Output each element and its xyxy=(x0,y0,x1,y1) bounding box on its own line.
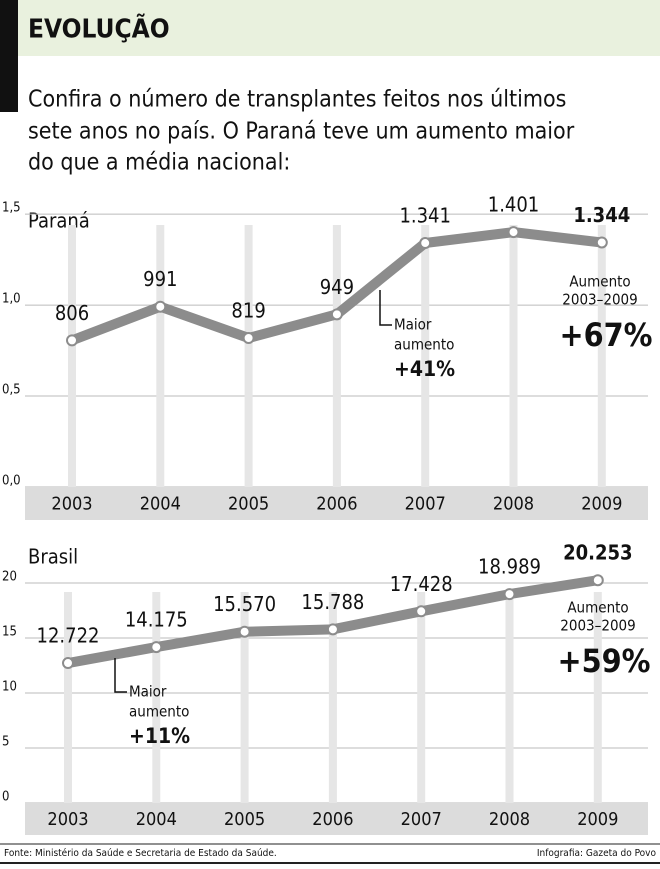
y-tick-label: 0,0 xyxy=(2,474,21,489)
point xyxy=(507,226,520,239)
x-tick-label: 2007 xyxy=(405,494,446,515)
column xyxy=(152,592,161,803)
x-tick-label: 2005 xyxy=(224,809,265,830)
column xyxy=(593,592,602,803)
point xyxy=(326,623,339,636)
x-tick-label: 2008 xyxy=(489,809,530,830)
x-axis-band xyxy=(25,487,648,520)
x-tick-label: 2006 xyxy=(316,494,357,515)
column xyxy=(240,592,249,803)
annotation-highlight: +67% xyxy=(559,316,652,354)
x-tick-label: 2003 xyxy=(51,494,92,515)
y-tick-label: 0,5 xyxy=(2,383,21,398)
point xyxy=(238,625,251,638)
column xyxy=(505,592,514,803)
point xyxy=(595,236,608,249)
x-tick-label: 2006 xyxy=(312,809,353,830)
y-tick-label: 0 xyxy=(2,790,9,805)
column xyxy=(64,592,72,803)
point xyxy=(154,300,167,313)
x-axis-band xyxy=(25,803,648,835)
column xyxy=(328,592,337,803)
y-tick-label: 1,0 xyxy=(2,292,21,307)
credit: Infografia: Gazeta do Povo xyxy=(537,848,657,859)
x-tick-label: 2005 xyxy=(228,494,269,515)
column xyxy=(421,225,430,487)
value-label: 12.722 xyxy=(37,624,100,648)
y-tick-label: 10 xyxy=(2,680,17,695)
value-label: 18.989 xyxy=(478,555,541,579)
annotation-text: 2003–2009 xyxy=(560,617,635,635)
value-label: 991 xyxy=(143,267,177,291)
value-label: 1.341 xyxy=(399,204,451,228)
annotation-text: Maior xyxy=(129,683,167,701)
x-tick-label: 2009 xyxy=(577,809,618,830)
x-tick-label: 2003 xyxy=(47,809,88,830)
annotation-text: Maior xyxy=(394,316,432,334)
annotation-text: aumento xyxy=(394,336,454,354)
point xyxy=(591,574,604,587)
x-tick-label: 2004 xyxy=(140,494,181,515)
annotation-highlight: +59% xyxy=(557,642,650,680)
chart-subtitle: Brasil xyxy=(28,545,78,569)
column xyxy=(244,225,253,487)
column xyxy=(597,225,606,487)
x-tick-label: 2004 xyxy=(136,809,177,830)
intro-line: sete anos no país. O Paraná teve um aume… xyxy=(28,119,575,145)
header-band xyxy=(0,0,660,56)
point xyxy=(242,331,255,344)
point xyxy=(66,334,78,347)
annotation-text: 2003–2009 xyxy=(562,291,637,309)
value-label: 17.428 xyxy=(390,572,453,596)
value-label: 1.401 xyxy=(488,193,540,217)
chart-subtitle: Paraná xyxy=(28,209,90,233)
y-tick-label: 5 xyxy=(2,735,9,750)
point xyxy=(150,641,163,654)
value-label: 949 xyxy=(320,275,354,299)
column xyxy=(417,592,426,803)
value-label: 819 xyxy=(231,298,265,322)
annotation-text: Aumento xyxy=(569,273,630,291)
point xyxy=(415,605,428,618)
point xyxy=(330,308,343,321)
y-tick-label: 15 xyxy=(2,625,17,640)
column xyxy=(509,225,518,487)
column xyxy=(68,225,76,487)
annotation-highlight: +11% xyxy=(129,724,190,748)
source: Fonte: Ministério da Saúde e Secretaria … xyxy=(4,847,277,859)
column xyxy=(332,225,341,487)
value-label: 14.175 xyxy=(125,608,188,632)
value-label: 806 xyxy=(55,301,89,325)
value-label: 15.788 xyxy=(301,590,364,614)
intro-line: do que a média nacional: xyxy=(28,150,290,176)
annotation-leader xyxy=(379,290,392,326)
column xyxy=(156,225,165,487)
title: EVOLUÇÃO xyxy=(28,13,170,45)
annotation-highlight: +41% xyxy=(394,357,455,381)
point xyxy=(62,657,74,670)
y-tick-label: 1,5 xyxy=(2,201,21,216)
value-label: 20.253 xyxy=(563,541,632,565)
point xyxy=(503,588,516,601)
annotation-text: Aumento xyxy=(567,599,628,617)
x-tick-label: 2007 xyxy=(401,809,442,830)
y-tick-label: 20 xyxy=(2,570,17,585)
header-bar xyxy=(0,0,18,112)
annotation-leader xyxy=(114,658,127,693)
value-label: 15.570 xyxy=(213,592,276,616)
point xyxy=(419,237,432,250)
x-tick-label: 2008 xyxy=(493,494,534,515)
annotation-text: aumento xyxy=(129,703,189,721)
x-tick-label: 2009 xyxy=(581,494,622,515)
value-label: 1.344 xyxy=(573,203,630,227)
intro-line: Confira o número de transplantes feitos … xyxy=(28,87,566,113)
